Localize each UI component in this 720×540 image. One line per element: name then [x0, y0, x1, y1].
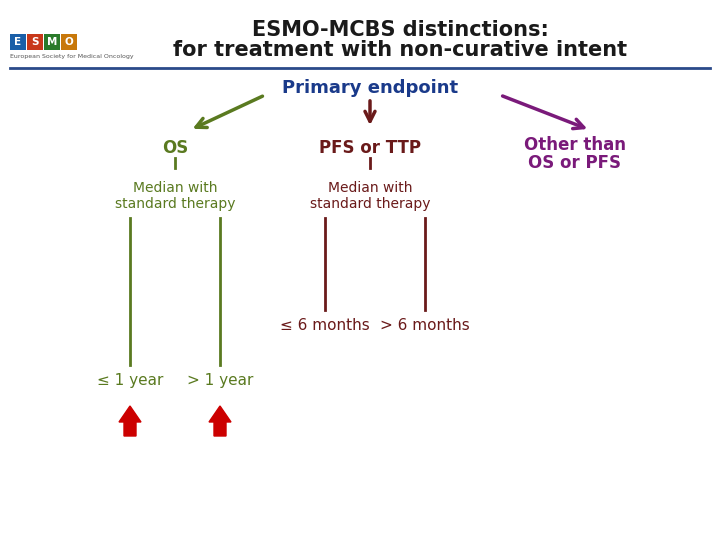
- Text: for treatment with non-curative intent: for treatment with non-curative intent: [173, 40, 627, 60]
- Text: ≤ 6 months: ≤ 6 months: [280, 319, 370, 334]
- Text: standard therapy: standard therapy: [310, 197, 431, 211]
- Text: OS or PFS: OS or PFS: [528, 154, 621, 172]
- FancyBboxPatch shape: [44, 34, 60, 50]
- Text: Median with: Median with: [328, 181, 413, 195]
- FancyBboxPatch shape: [61, 34, 77, 50]
- Text: Median with: Median with: [132, 181, 217, 195]
- Text: PFS or TTP: PFS or TTP: [319, 139, 421, 157]
- FancyBboxPatch shape: [27, 34, 43, 50]
- Text: ≤ 1 year: ≤ 1 year: [96, 374, 163, 388]
- Text: S: S: [31, 37, 39, 47]
- Text: ESMO-MCBS distinctions:: ESMO-MCBS distinctions:: [251, 20, 549, 40]
- Text: O: O: [65, 37, 73, 47]
- FancyBboxPatch shape: [10, 34, 26, 50]
- Text: Other than: Other than: [524, 136, 626, 154]
- Text: E: E: [14, 37, 22, 47]
- Text: European Society for Medical Oncology: European Society for Medical Oncology: [10, 54, 134, 59]
- Text: > 1 year: > 1 year: [186, 374, 253, 388]
- FancyArrow shape: [209, 406, 231, 436]
- Text: M: M: [47, 37, 57, 47]
- Text: Primary endpoint: Primary endpoint: [282, 79, 458, 97]
- Text: > 6 months: > 6 months: [380, 319, 470, 334]
- Text: standard therapy: standard therapy: [114, 197, 235, 211]
- Text: OS: OS: [162, 139, 188, 157]
- FancyArrow shape: [119, 406, 141, 436]
